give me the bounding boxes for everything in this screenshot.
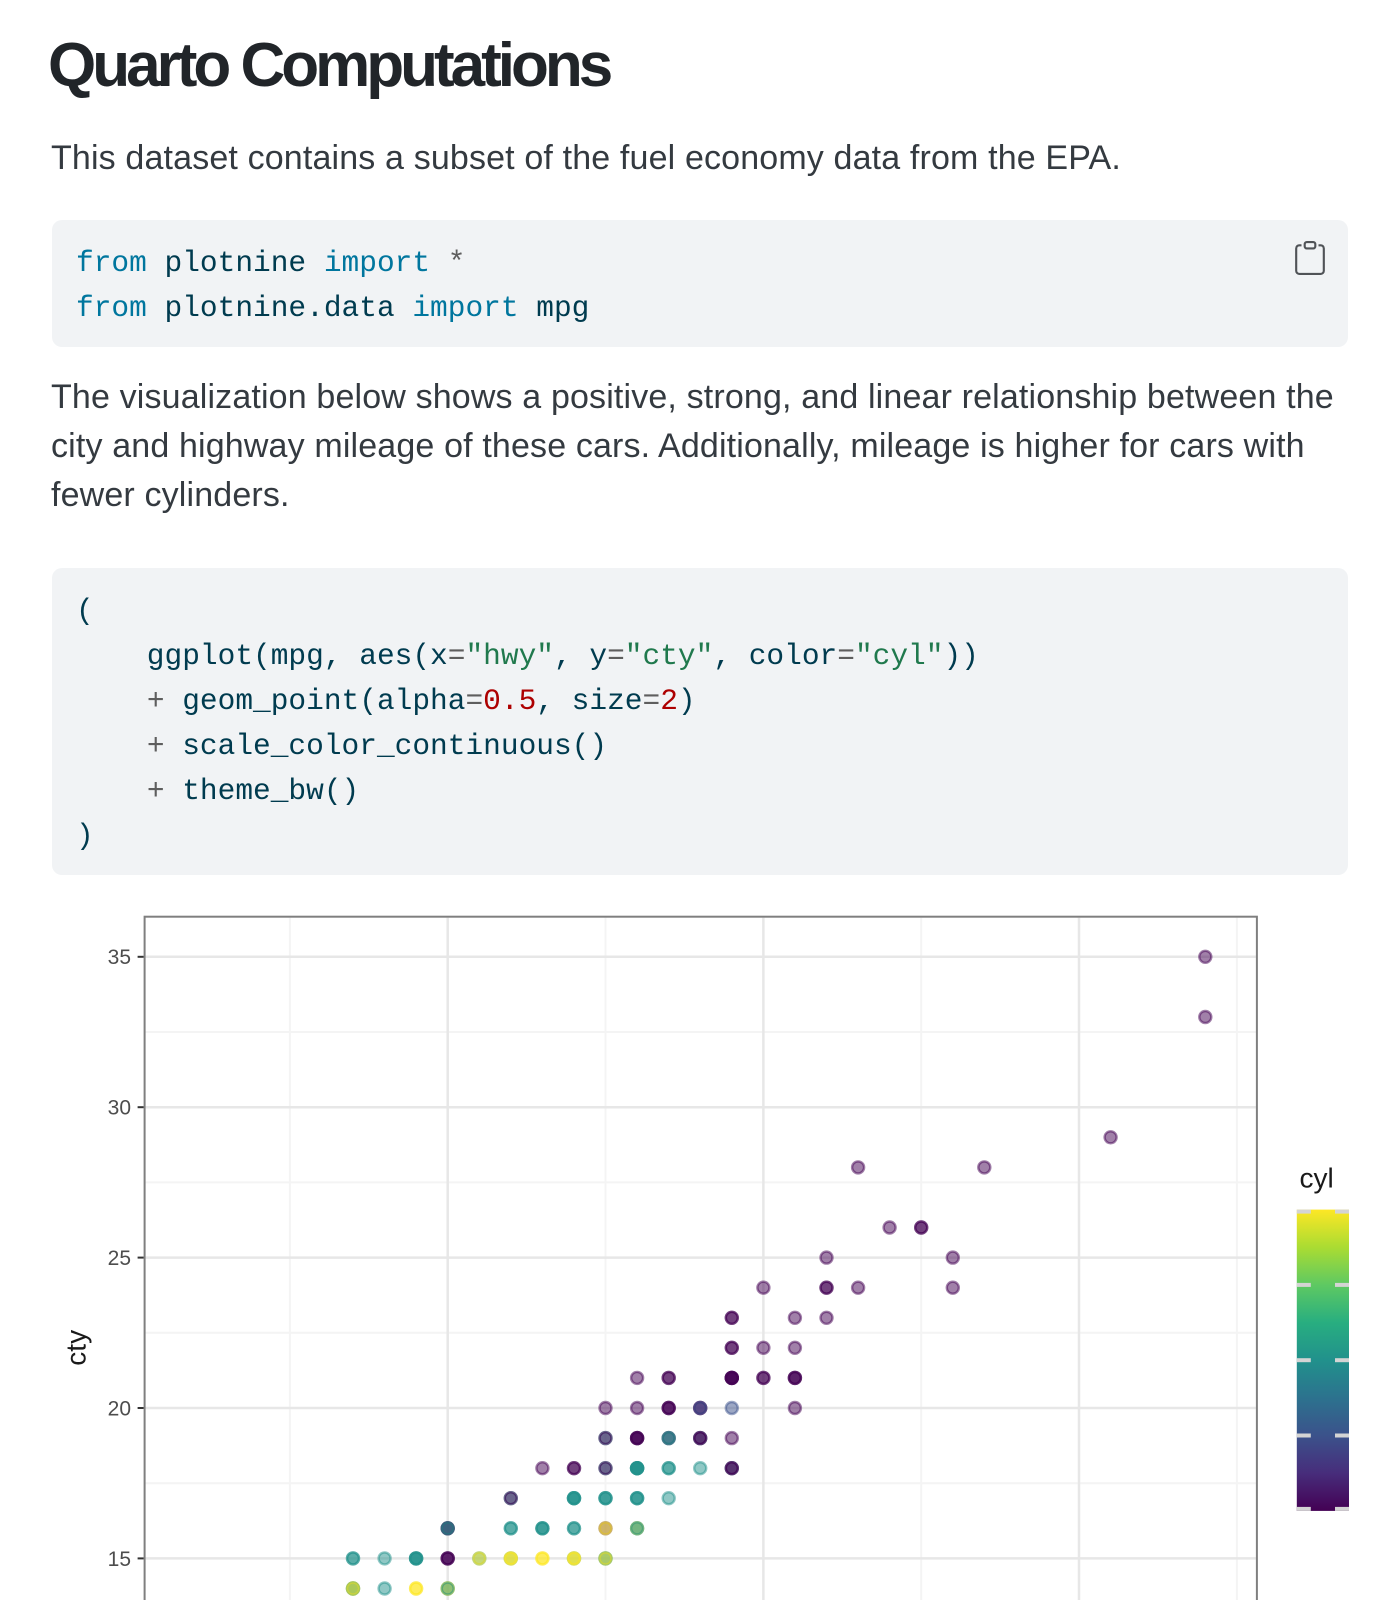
svg-text:30: 30: [108, 1097, 131, 1120]
svg-text:cyl: cyl: [1300, 1163, 1334, 1194]
svg-text:20: 20: [108, 1397, 131, 1420]
svg-text:25: 25: [108, 1247, 131, 1270]
svg-text:35: 35: [108, 946, 131, 969]
svg-text:15: 15: [108, 1548, 131, 1571]
svg-text:cty: cty: [61, 1330, 92, 1366]
